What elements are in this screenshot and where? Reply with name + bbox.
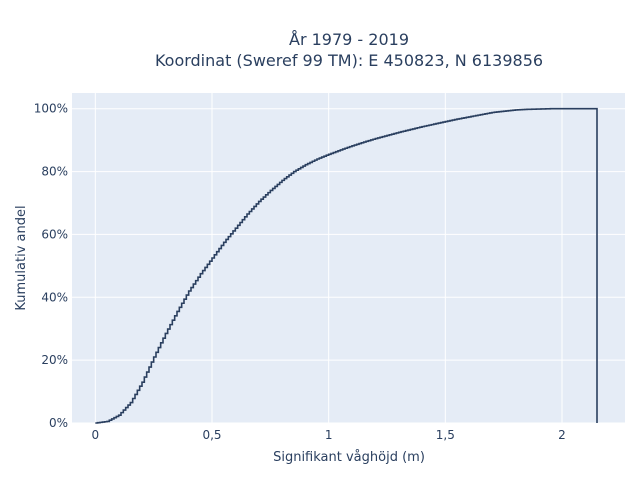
y-tick-label: 60% xyxy=(41,227,68,241)
y-tick-labels: 0% 20% 40% 60% 80% 100% xyxy=(34,102,68,430)
x-tick-label: 2 xyxy=(558,428,566,442)
y-tick-label: 100% xyxy=(34,102,68,116)
y-tick-label: 80% xyxy=(41,165,68,179)
plot-area xyxy=(72,93,625,423)
series-group xyxy=(95,107,598,424)
y-tick-label: 20% xyxy=(41,353,68,367)
y-axis-label: Kumulativ andel xyxy=(14,205,29,310)
x-tick-label: 1,5 xyxy=(436,428,455,442)
y-tick-label: 0% xyxy=(49,416,68,430)
cdf-series-line xyxy=(95,107,598,424)
y-tick-label: 40% xyxy=(41,290,68,304)
x-axis-label: Signifikant våghöjd (m) xyxy=(273,450,425,465)
x-tick-label: 0 xyxy=(92,428,100,442)
x-tick-label: 1 xyxy=(325,428,333,442)
x-tick-label: 0,5 xyxy=(202,428,221,442)
x-tick-labels: 0 0,5 1 1,5 2 xyxy=(92,428,566,442)
chart-title: År 1979 - 2019 xyxy=(289,30,409,49)
chart-subtitle: Koordinat (Sweref 99 TM): E 450823, N 61… xyxy=(155,51,543,70)
